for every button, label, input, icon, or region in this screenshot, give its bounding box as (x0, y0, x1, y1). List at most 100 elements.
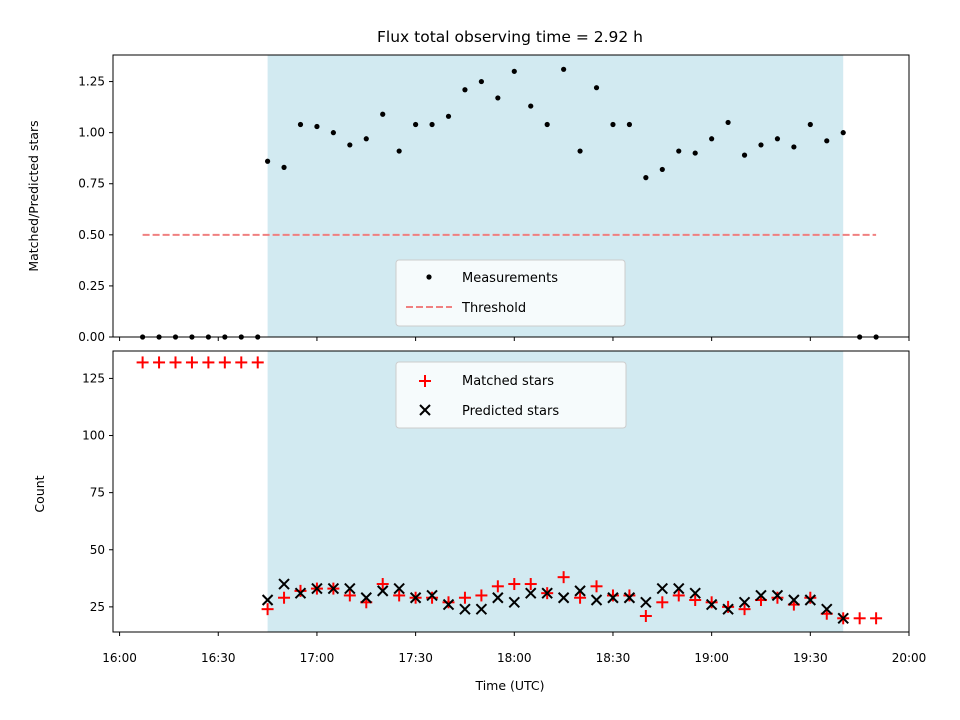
predicted-star-point (327, 582, 340, 595)
predicted-star-point (459, 603, 471, 615)
predicted-stars-points (261, 578, 849, 624)
matched-star-point (689, 594, 702, 607)
predicted-star-point (821, 603, 833, 615)
measurement-point (791, 144, 797, 150)
measurement-point (643, 175, 649, 181)
matched-star-point (705, 596, 718, 609)
bottom-legend-box (395, 361, 627, 429)
top-y-tick-label: 0.75 (78, 177, 105, 191)
bottom-plot-frame (112, 350, 910, 633)
measurement-point (396, 148, 402, 154)
measurement-point (478, 78, 484, 85)
measurement-point (807, 121, 813, 128)
x-tick-label: 19:00 (694, 651, 729, 665)
matched-star-point (426, 591, 439, 604)
predicted-star-point (294, 587, 307, 599)
predicted-star-point (508, 596, 520, 609)
measurement-point (725, 119, 731, 126)
measurement-point (413, 121, 419, 128)
predicted-star-point (722, 603, 734, 615)
top-legend-box (395, 259, 626, 327)
matched-star-point (804, 591, 817, 604)
matched-star-point (218, 356, 231, 369)
measurement-point (462, 87, 468, 93)
predicted-star-point (393, 582, 405, 595)
measurement-point (709, 136, 715, 142)
top-y-tick-label: 1.00 (78, 126, 105, 140)
measurement-point (330, 130, 336, 136)
predicted-star-point (525, 587, 537, 599)
x-tick-label: 18:30 (596, 651, 631, 665)
legend-predicted-stars: Predicted stars (462, 404, 559, 419)
bottom-y-tick-label: 50 (90, 543, 105, 557)
predicted-star-point (541, 587, 553, 599)
predicted-star-point (442, 598, 455, 611)
x-tick-label: 16:00 (102, 651, 137, 665)
x-axis-label: Time (UTC) (474, 678, 544, 693)
matched-star-point (656, 596, 669, 609)
matched-star-point (153, 356, 166, 369)
matched-star-point (235, 356, 248, 369)
matched-star-point (136, 356, 149, 369)
measurement-point (610, 121, 616, 128)
x-tick-label: 16:30 (201, 651, 236, 665)
measurement-point (314, 123, 320, 130)
matched-star-point (251, 356, 264, 369)
top-y-tick-label: 0.50 (78, 228, 105, 242)
measurement-point (511, 68, 517, 74)
measurement-point (741, 152, 748, 158)
x-tick-label: 20:00 (892, 651, 927, 665)
measurement-point (347, 142, 353, 148)
predicted-star-point (557, 592, 570, 604)
chart-title: Flux total observing time = 2.92 h (377, 28, 643, 46)
bottom-y-ticks: 25 50 75 100 125 (82, 371, 113, 614)
predicted-star-point (705, 598, 718, 611)
measurement-point (692, 150, 698, 156)
predicted-star-point (574, 585, 586, 597)
matched-star-point (475, 589, 488, 602)
measurement-point (495, 95, 501, 101)
matched-star-point (557, 571, 570, 584)
matched-star-point (771, 591, 784, 604)
legend-measurements: Measurements (462, 271, 558, 286)
matched-star-point (722, 600, 735, 613)
predicted-star-point (607, 592, 619, 604)
measurement-point (577, 148, 583, 154)
measurement-point (281, 164, 287, 170)
x-tick-label: 18:00 (497, 651, 532, 665)
predicted-star-point (689, 587, 701, 599)
predicted-star-point (738, 596, 751, 609)
legend-threshold: Threshold (461, 301, 526, 316)
matched-star-point (639, 610, 652, 623)
matched-star-point (853, 612, 866, 625)
measurement-point (676, 148, 682, 154)
bottom-y-tick-label: 25 (90, 600, 105, 614)
predicted-stars-legend-marker (419, 404, 431, 416)
top-legend: Measurements Threshold (395, 259, 626, 327)
measurement-point (626, 121, 633, 128)
matched-star-point (278, 591, 291, 604)
bottom-y-tick-label: 75 (90, 486, 105, 500)
x-tick-label: 17:30 (398, 651, 433, 665)
predicted-star-point (590, 594, 603, 606)
matched-star-point (623, 589, 636, 602)
top-y-tick-label: 0.25 (78, 279, 105, 293)
matched-star-point (524, 578, 537, 591)
top-y-tick-label: 0.00 (78, 330, 105, 344)
matched-star-point (169, 356, 182, 369)
top-plot-frame (112, 54, 910, 338)
measurement-point (528, 103, 534, 109)
bottom-y-tick-label: 125 (82, 371, 105, 385)
measurement-point (380, 111, 386, 117)
measurement-point (593, 85, 600, 91)
measurement-point (297, 121, 304, 128)
predicted-star-point (640, 596, 652, 609)
x-tick-label: 17:00 (300, 651, 335, 665)
predicted-star-point (492, 592, 504, 604)
measurement-point (758, 142, 764, 148)
bottom-panel: 25 50 75 100 125 16:00 16:30 17:00 17:30 18:00 18… (32, 350, 927, 693)
matched-star-point (738, 603, 751, 616)
predicted-star-point (771, 589, 784, 602)
measurements-legend-marker (426, 274, 432, 280)
measurement-point (264, 158, 271, 164)
